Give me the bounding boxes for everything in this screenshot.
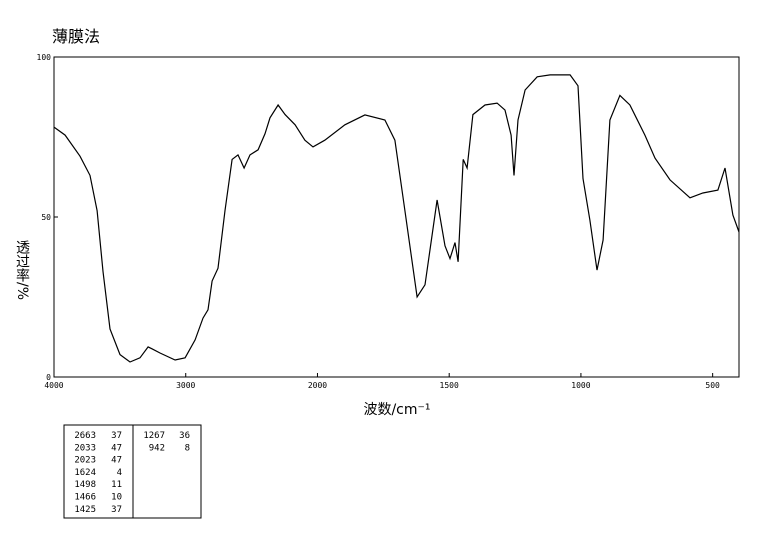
table-cell: 4: [117, 468, 122, 478]
y-tick-label: 100: [37, 53, 52, 62]
x-tick-label: 1500: [440, 381, 459, 390]
table-cell: 2663: [74, 431, 96, 441]
x-tick-label: 500: [705, 381, 720, 390]
table-cell: 10: [111, 493, 122, 503]
table-cell: 11: [111, 480, 122, 490]
table-cell: 1425: [74, 505, 96, 515]
table-cell: 1466: [74, 493, 96, 503]
table-cell: 36: [179, 431, 190, 441]
table-cell: 47: [111, 456, 122, 466]
table-cell: 8: [185, 443, 190, 453]
y-tick-label: 50: [41, 213, 51, 222]
spectrum-line: [53, 74, 740, 363]
table-cell: 37: [111, 431, 122, 441]
x-tick-label: 4000: [44, 381, 63, 390]
x-tick-label: 3000: [176, 381, 195, 390]
x-tick-label: 2000: [308, 381, 327, 390]
table-cell: 1624: [74, 468, 96, 478]
table-cell: 2033: [74, 443, 96, 453]
table-cell: 942: [149, 443, 165, 453]
table-cell: 47: [111, 443, 122, 453]
y-tick-label: 0: [46, 373, 51, 382]
table-cell: 1498: [74, 480, 96, 490]
chart-title: 薄膜法: [52, 27, 100, 46]
table-cell: 37: [111, 505, 122, 515]
y-axis-label: 透过率/%: [14, 240, 30, 300]
x-tick-label: 1000: [571, 381, 590, 390]
table-cell: 1267: [143, 431, 165, 441]
plot-frame: [53, 56, 740, 378]
x-axis-label: 波数/cm⁻¹: [363, 402, 430, 418]
table-cell: 2023: [74, 456, 96, 466]
